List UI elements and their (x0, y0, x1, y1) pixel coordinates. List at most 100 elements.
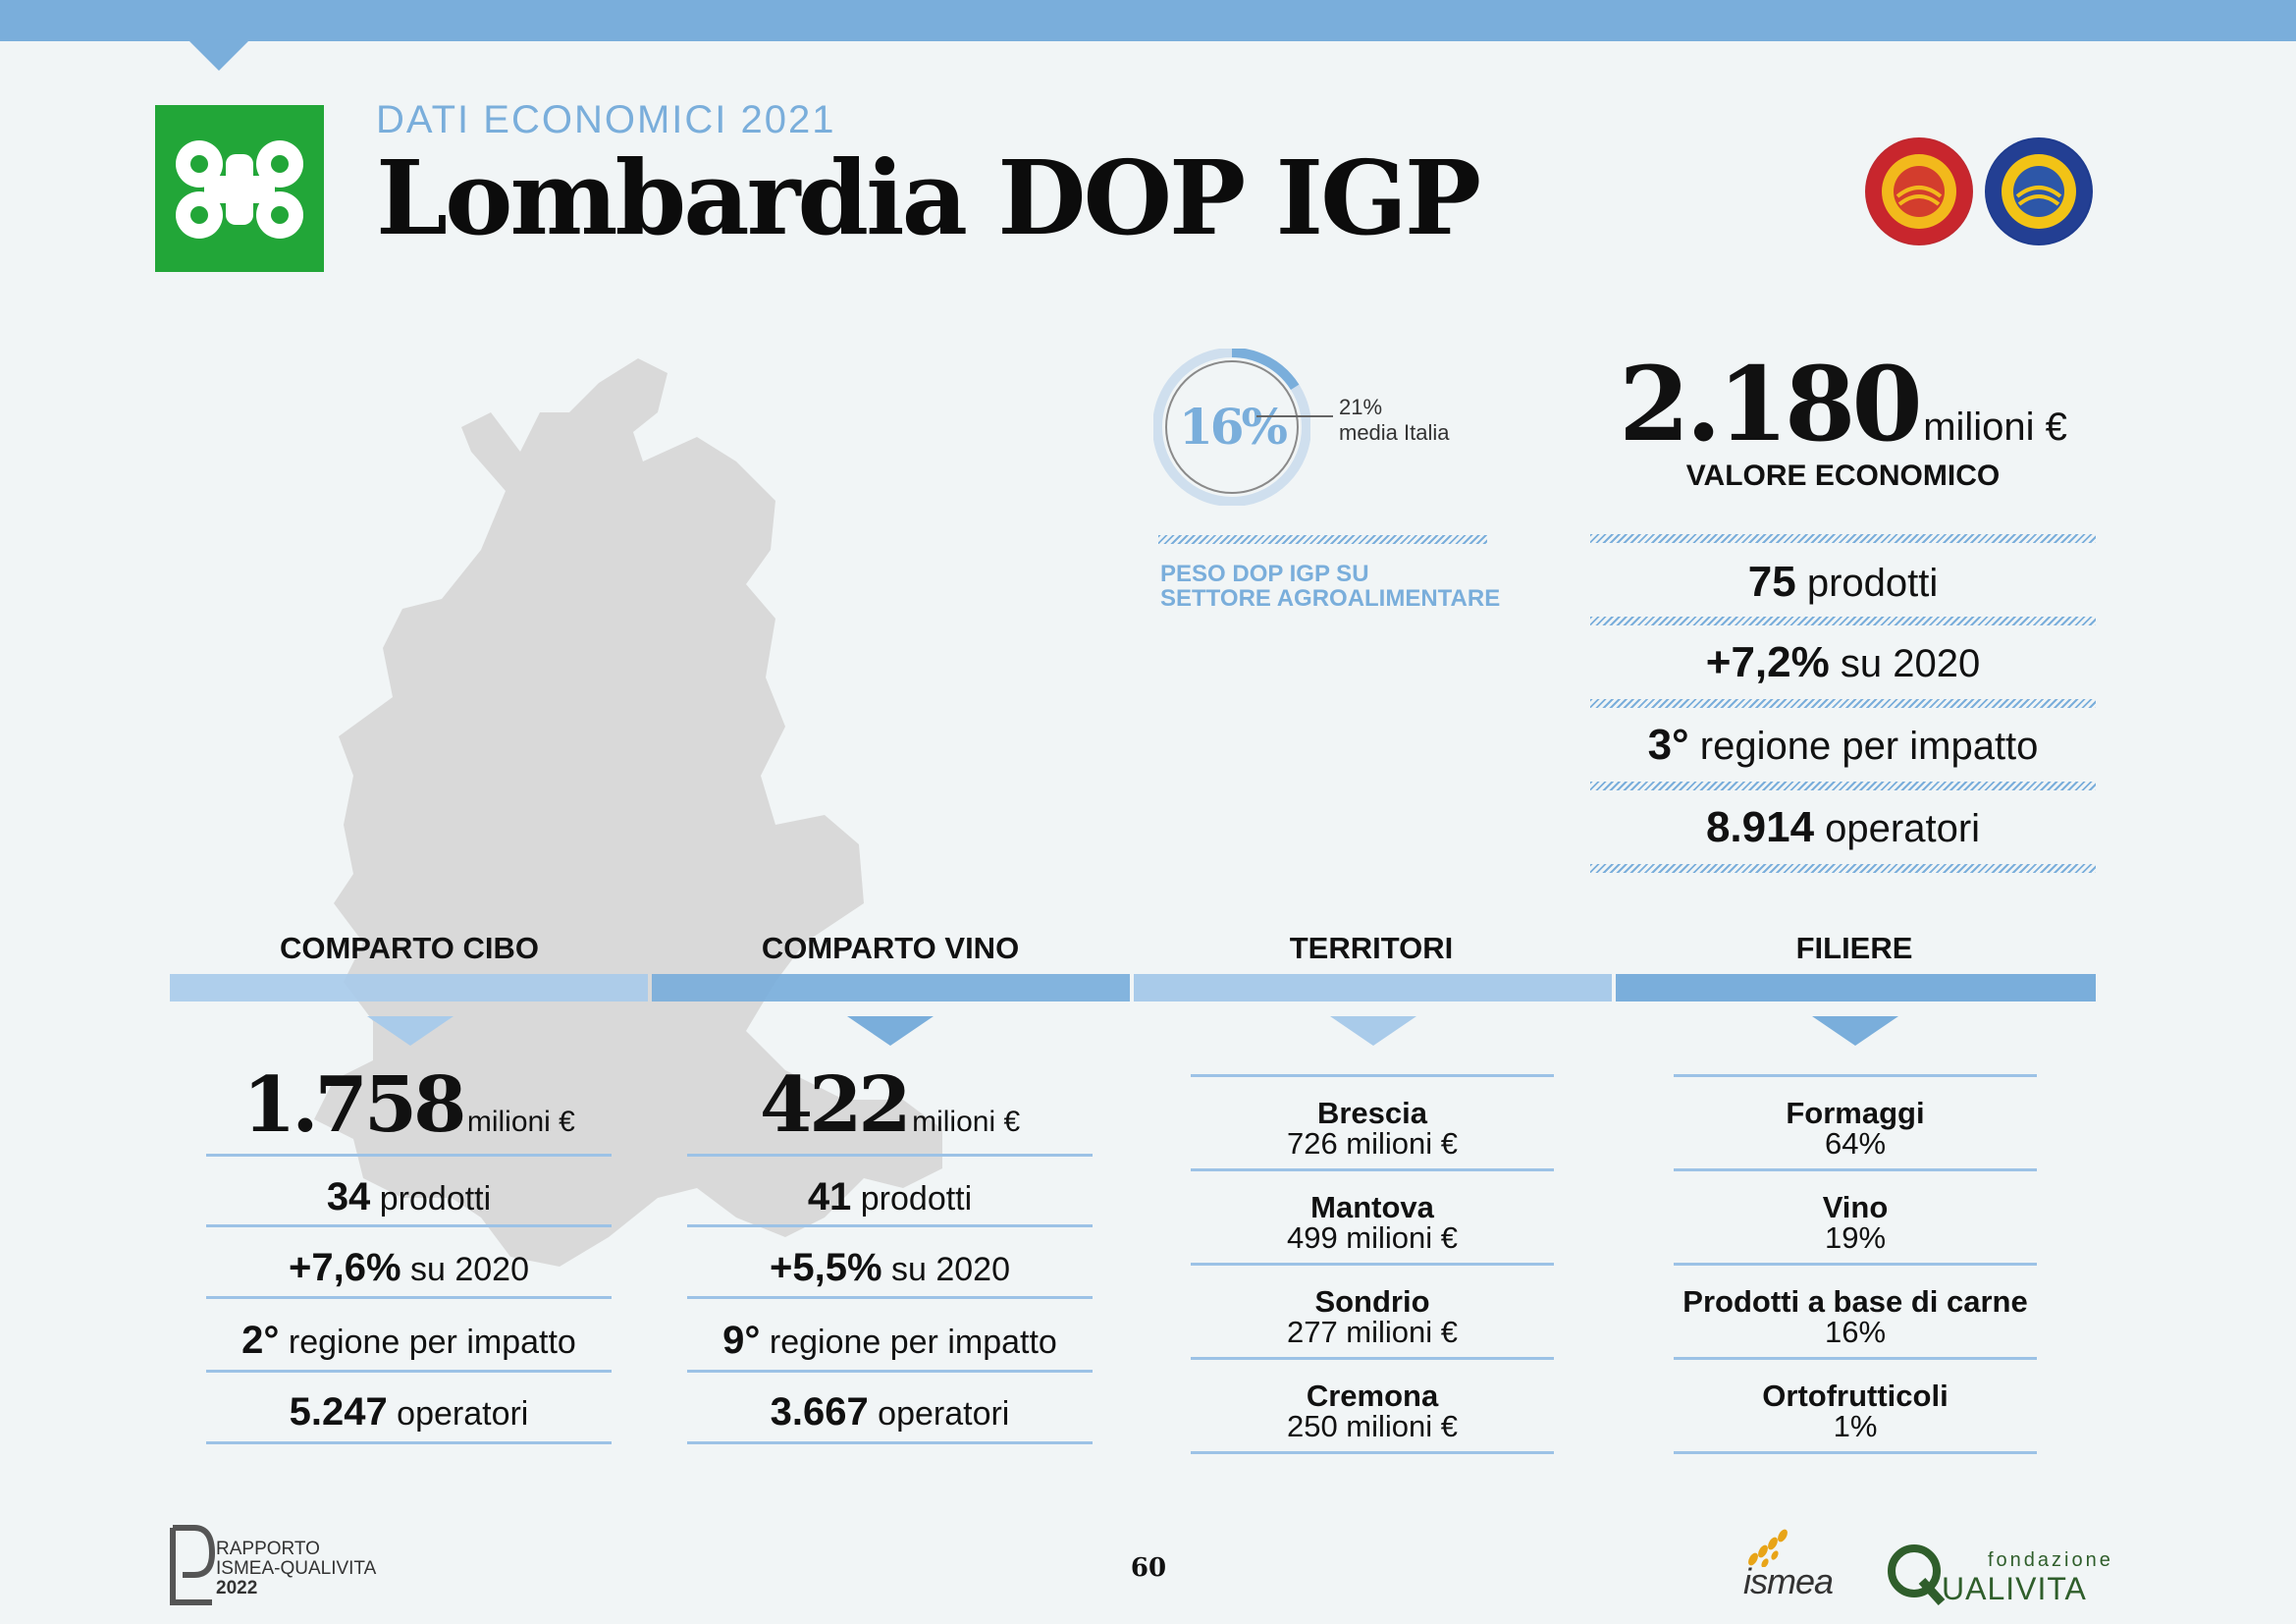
qualivita-logo: UALIVITA (1942, 1571, 2087, 1606)
filiera-value: 64% (1824, 1126, 1887, 1161)
summary-unit: milioni € (1923, 406, 2067, 449)
cibo-divider (206, 1441, 612, 1444)
filiera-value: 19% (1824, 1220, 1887, 1255)
dop-seal (1865, 137, 1973, 245)
page-number: 60 (1130, 1553, 1167, 1583)
weight-caption-line2: SETTORE AGROALIMENTARE (1160, 585, 1501, 612)
territorio-item: Cremona 250 milioni € (1191, 1380, 1554, 1441)
stat-text: prodotti (1806, 562, 1939, 605)
italy-average-caption: media Italia (1339, 420, 1450, 445)
filiera-item: Formaggi 64% (1654, 1098, 2056, 1159)
stat-text: operatori (1825, 807, 1981, 850)
stat-bold: 8.914 (1705, 803, 1815, 851)
filiera-name: Prodotti a base di carne (1682, 1284, 2028, 1319)
rapporto-year: 2022 (216, 1578, 258, 1598)
stat-bold: 41 (807, 1175, 852, 1218)
dop-seal-icon (1867, 139, 1971, 244)
territorio-item: Brescia 726 milioni € (1191, 1098, 1554, 1159)
ismea-logo: ismea (1743, 1561, 1834, 1601)
cibo-divider (206, 1154, 612, 1157)
summary-divider (1590, 617, 2096, 625)
stat-bold: +5,5% (770, 1246, 882, 1289)
territorio-name: Sondrio (1314, 1284, 1430, 1319)
stat-bold: 9° (722, 1319, 761, 1362)
stat-text: operatori (878, 1395, 1010, 1433)
territori-divider (1191, 1074, 1554, 1077)
weight-caption: PESO DOP IGP SU SETTORE AGROALIMENTARE (1160, 562, 1500, 611)
page-subtitle: DATI ECONOMICI 2021 (376, 98, 836, 141)
filiere-divider (1674, 1168, 2037, 1171)
weight-gauge: 16% (1153, 349, 1310, 506)
vino-divider (687, 1154, 1093, 1157)
arrow-cibo (367, 1016, 454, 1046)
territori-divider (1191, 1263, 1554, 1266)
territori-divider (1191, 1451, 1554, 1454)
heading-territori: TERRITORI (1289, 931, 1454, 965)
summary-divider (1590, 782, 2096, 790)
filiera-name: Vino (1822, 1190, 1889, 1224)
vino-divider (687, 1370, 1093, 1373)
rapporto-logo-icon (170, 1525, 216, 1605)
gauge-value: 16% (1179, 398, 1288, 456)
bar-cibo (170, 974, 648, 1001)
rapporto-logo: RAPPORTO ISMEA-QUALIVITA 2022 (216, 1540, 376, 1598)
territori-divider (1191, 1357, 1554, 1360)
territorio-value: 499 milioni € (1286, 1220, 1459, 1255)
summary-divider (1590, 699, 2096, 708)
arrow-filiere (1812, 1016, 1898, 1046)
bar-territori (1134, 974, 1612, 1001)
territorio-value: 250 milioni € (1286, 1409, 1459, 1443)
summary-divider (1590, 534, 2096, 543)
stat-bold: 34 (326, 1175, 371, 1218)
vino-divider (687, 1224, 1093, 1227)
vino-stat-operators: 3.667 operatori (687, 1390, 1093, 1435)
territorio-value: 726 milioni € (1286, 1126, 1459, 1161)
stat-text: operatori (397, 1395, 529, 1433)
stat-bold: 2° (241, 1319, 280, 1362)
heading-comparto-cibo: COMPARTO CIBO (279, 931, 540, 965)
territorio-value: 277 milioni € (1286, 1315, 1459, 1349)
gauge-arc (1231, 349, 1300, 391)
weight-divider (1158, 535, 1487, 544)
stat-text: regione per impatto (769, 1324, 1057, 1361)
vino-divider (687, 1296, 1093, 1299)
stat-text: su 2020 (890, 1251, 1010, 1288)
vino-stat-products: 41 prodotti (687, 1175, 1093, 1219)
rapporto-line2: ISMEA-QUALIVITA (216, 1558, 377, 1579)
vino-divider (687, 1441, 1093, 1444)
rapporto-line1: RAPPORTO (216, 1539, 320, 1559)
stat-bold: 5.247 (289, 1390, 388, 1434)
cibo-stat-growth: +7,6% su 2020 (206, 1246, 612, 1290)
filiere-divider (1674, 1357, 2037, 1360)
heading-comparto-vino: COMPARTO VINO (761, 931, 1020, 965)
fondazione-label: fondazione (1988, 1549, 2113, 1571)
heading-filiere: FILIERE (1795, 931, 1913, 965)
ismea-grain-icon (1748, 1529, 1788, 1567)
stat-text: prodotti (860, 1180, 973, 1218)
top-bar-notch (189, 41, 248, 71)
stat-bold: +7,6% (289, 1246, 401, 1289)
stat-bold: 3° (1647, 721, 1689, 769)
cibo-stat-operators: 5.247 operatori (206, 1390, 612, 1435)
stat-text: regione per impatto (1699, 725, 2039, 768)
summary-value-block: 2.180 milioni € (1590, 344, 2096, 464)
stat-text: su 2020 (409, 1251, 529, 1288)
summary-stat-rank: 3° regione per impatto (1590, 721, 2096, 770)
arrow-vino (847, 1016, 934, 1046)
stat-bold: 3.667 (770, 1390, 869, 1434)
territorio-name: Brescia (1316, 1096, 1428, 1130)
arrow-territori (1330, 1016, 1416, 1046)
stat-text: regione per impatto (288, 1324, 576, 1361)
territorio-name: Mantova (1310, 1190, 1434, 1224)
filiera-name: Ortofrutticoli (1762, 1379, 1949, 1413)
vino-value-block: 422 milioni € (687, 1060, 1093, 1150)
territori-divider (1191, 1168, 1554, 1171)
summary-label: VALORE ECONOMICO (1685, 460, 2001, 492)
vino-stat-rank: 9° regione per impatto (687, 1319, 1093, 1363)
stat-bold: +7,2% (1705, 638, 1830, 686)
stat-bold: 75 (1747, 558, 1796, 606)
filiera-item: Ortofrutticoli 1% (1654, 1380, 2056, 1441)
lombardia-map (314, 358, 942, 1267)
italy-average-value: 21% (1339, 395, 1383, 419)
cibo-value-block: 1.758 milioni € (206, 1060, 612, 1150)
